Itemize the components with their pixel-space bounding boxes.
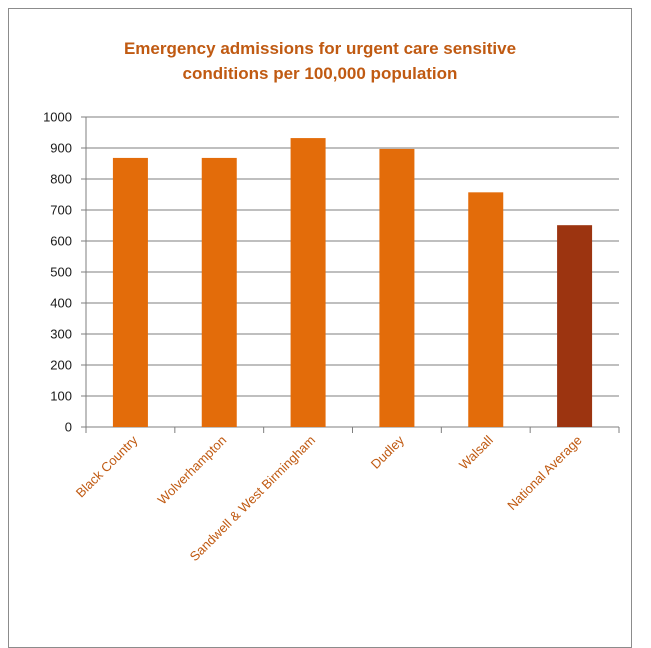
y-tick-label: 800 [50,172,72,187]
x-category-label: Dudley [368,432,408,472]
bar [468,192,504,427]
x-category-label: Black Country [73,432,141,500]
y-tick-label: 500 [50,265,72,280]
bar [201,157,237,428]
chart-title: Emergency admissions for urgent care sen… [8,36,632,86]
y-tick-label: 300 [50,327,72,342]
bar [557,225,593,427]
y-tick-label: 100 [50,389,72,404]
chart-title-line-2: conditions per 100,000 population [182,64,458,83]
x-category-label: National Average [504,433,584,513]
x-category-label: Walsall [456,432,496,472]
y-tick-label: 600 [50,234,72,249]
y-tick-label: 400 [50,296,72,311]
y-tick-label: 900 [50,141,72,156]
chart-title-line-1: Emergency admissions for urgent care sen… [123,39,517,58]
bar [379,148,415,427]
bar [112,157,148,428]
y-tick-label: 200 [50,358,72,373]
y-tick-label: 1000 [43,110,72,125]
y-tick-label: 700 [50,203,72,218]
y-tick-label: 0 [65,420,72,435]
bar [290,138,326,427]
x-category-label: Wolverhampton [155,433,230,508]
bar-chart: 0 100 200 300 400 500 600 700 800 900 1000 Black Co… [43,110,620,564]
